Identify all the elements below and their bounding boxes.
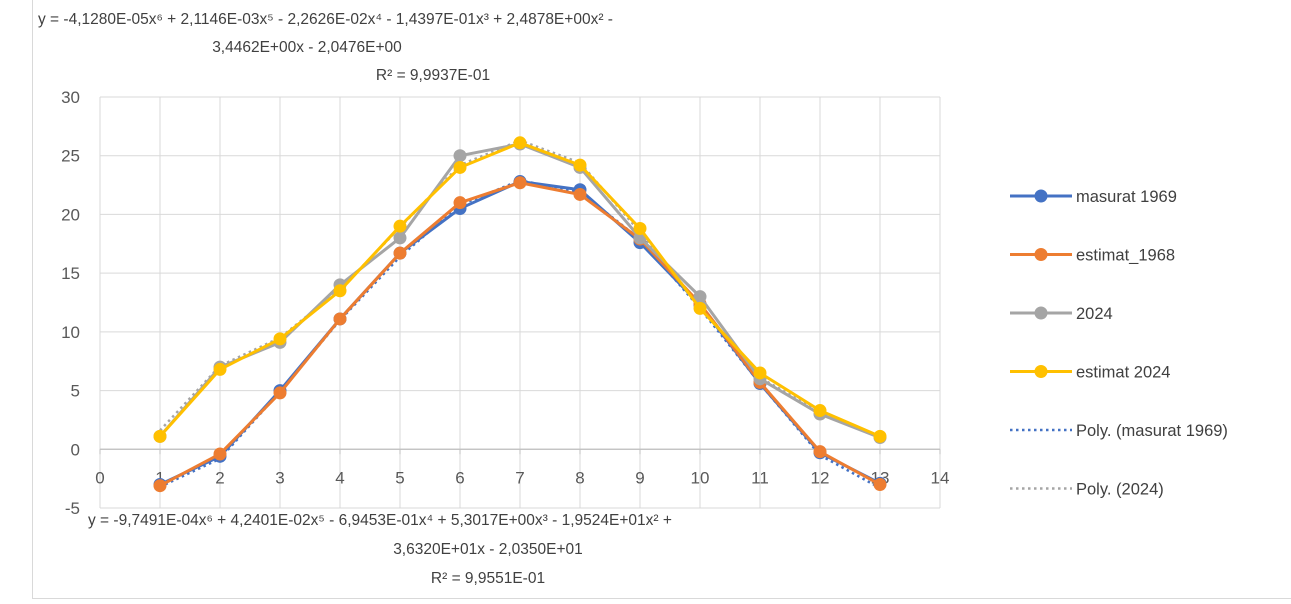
trendline-equation-2024: y = -4,1280E-05x⁶ + 2,1146E-03x⁵ - 2,262… bbox=[38, 11, 613, 84]
data-point bbox=[333, 312, 347, 326]
legend-item: Poly. (2024) bbox=[1010, 481, 1164, 499]
legend-item: 2024 bbox=[1010, 305, 1113, 323]
data-point bbox=[753, 366, 767, 380]
data-point bbox=[513, 176, 527, 190]
x-tick-label: 5 bbox=[395, 468, 404, 487]
x-tick-label: 2 bbox=[215, 468, 224, 487]
data-point bbox=[813, 445, 827, 459]
legend-marker bbox=[1034, 189, 1048, 203]
x-tick-label: 0 bbox=[95, 468, 104, 487]
legend: masurat 1969 estimat_1968 2024 estimat 2024… bbox=[1010, 188, 1228, 499]
data-point bbox=[693, 301, 707, 315]
y-tick-label: -5 bbox=[65, 499, 80, 518]
legend-label: estimat_1968 bbox=[1076, 247, 1175, 265]
series-group bbox=[153, 136, 887, 493]
chart-frame bbox=[32, 0, 1291, 599]
legend-label: masurat 1969 bbox=[1076, 188, 1177, 206]
y-tick-label: 25 bbox=[61, 147, 80, 166]
y-tick-label: 30 bbox=[61, 88, 80, 107]
x-tick-label: 9 bbox=[635, 468, 644, 487]
gridlines bbox=[99, 96, 941, 509]
equation-1969-line2: 3,6320E+01x - 2,0350E+01 bbox=[393, 541, 583, 558]
x-tick-label: 7 bbox=[515, 468, 524, 487]
series-estimat-2024 bbox=[153, 136, 887, 443]
x-tick-label: 1 bbox=[155, 468, 164, 487]
trendline-equation-1969: y = -9,7491E-04x⁶ + 4,2401E-02x⁵ - 6,945… bbox=[88, 512, 672, 587]
legend-item: estimat 2024 bbox=[1010, 364, 1170, 382]
data-point bbox=[153, 429, 167, 443]
x-tick-label: 8 bbox=[575, 468, 584, 487]
data-point bbox=[573, 158, 587, 172]
data-point bbox=[393, 219, 407, 233]
data-point bbox=[873, 429, 887, 443]
x-tick-label: 11 bbox=[751, 468, 769, 487]
data-point bbox=[633, 222, 647, 236]
data-point bbox=[273, 386, 287, 400]
y-tick-label: 15 bbox=[61, 264, 80, 283]
data-point bbox=[873, 478, 887, 492]
data-point bbox=[213, 447, 227, 461]
x-tick-labels: 01234567891011121314 bbox=[95, 468, 949, 487]
legend-label: Poly. (masurat 1969) bbox=[1076, 422, 1228, 440]
legend-label: Poly. (2024) bbox=[1076, 481, 1164, 499]
data-point bbox=[813, 404, 827, 418]
data-point bbox=[453, 196, 467, 210]
y-tick-label: 5 bbox=[71, 382, 80, 401]
y-tick-label: 10 bbox=[61, 323, 80, 342]
y-tick-labels: -5 0 5 10 15 20 25 30 bbox=[61, 88, 80, 518]
x-tick-label: 14 bbox=[931, 468, 950, 487]
legend-label: estimat 2024 bbox=[1076, 364, 1170, 382]
equation-2024-r2: R² = 9,9937E-01 bbox=[376, 67, 490, 84]
equation-1969-line1: y = -9,7491E-04x⁶ + 4,2401E-02x⁵ - 6,945… bbox=[88, 512, 672, 529]
legend-item: estimat_1968 bbox=[1010, 247, 1175, 265]
data-point bbox=[333, 284, 347, 298]
x-tick-label: 6 bbox=[455, 468, 464, 487]
equation-1969-r2: R² = 9,9551E-01 bbox=[431, 570, 545, 587]
legend-marker bbox=[1034, 248, 1048, 261]
data-point bbox=[453, 160, 467, 174]
equation-2024-line1: y = -4,1280E-05x⁶ + 2,1146E-03x⁵ - 2,262… bbox=[38, 11, 613, 28]
data-point bbox=[153, 479, 167, 493]
data-point bbox=[393, 246, 407, 260]
data-point bbox=[273, 332, 287, 346]
data-point bbox=[213, 362, 227, 376]
data-point bbox=[453, 149, 467, 163]
x-tick-label: 12 bbox=[811, 468, 830, 487]
y-tick-label: 0 bbox=[71, 440, 80, 459]
legend-marker bbox=[1034, 365, 1048, 378]
data-point bbox=[513, 136, 527, 150]
x-tick-label: 4 bbox=[335, 468, 344, 487]
data-point bbox=[573, 187, 587, 201]
x-tick-label: 10 bbox=[691, 468, 710, 487]
data-point bbox=[393, 231, 407, 245]
x-tick-label: 3 bbox=[275, 468, 284, 487]
y-tick-label: 20 bbox=[61, 205, 80, 224]
data-point bbox=[693, 290, 707, 304]
legend-marker bbox=[1034, 306, 1048, 320]
legend-item: Poly. (masurat 1969) bbox=[1010, 422, 1228, 440]
equation-2024-line2: 3,4462E+00x - 2,0476E+00 bbox=[212, 39, 402, 56]
legend-item: masurat 1969 bbox=[1010, 188, 1177, 206]
legend-label: 2024 bbox=[1076, 305, 1113, 323]
